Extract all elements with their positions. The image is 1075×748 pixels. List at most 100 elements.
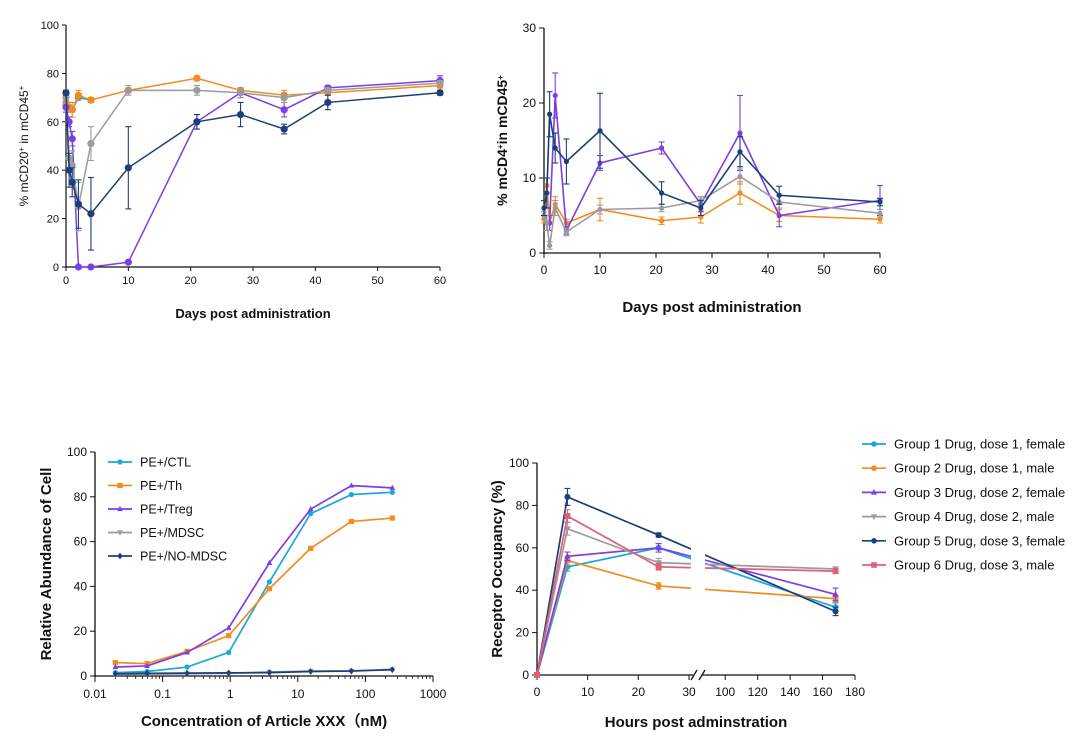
- data-point: [348, 491, 354, 498]
- x-tick-label: 60: [873, 263, 887, 277]
- data-point: [737, 173, 743, 180]
- x-tick-label: 160: [813, 685, 833, 699]
- x-tick-label: 20: [649, 263, 663, 277]
- legend-marker: [117, 459, 123, 465]
- x-tick-label: 60: [434, 275, 446, 287]
- data-point: [737, 190, 743, 196]
- x-tick-label: 10: [581, 685, 595, 699]
- y-tick-label: 100: [509, 456, 529, 470]
- legend-item: PE+/Treg: [108, 503, 193, 517]
- y-tick-label: 80: [74, 490, 88, 504]
- series-line: [536, 495, 836, 676]
- data-point: [193, 74, 201, 82]
- series-2: [112, 482, 396, 670]
- data-point: [68, 106, 76, 114]
- x-tick-label: 50: [817, 263, 831, 277]
- series-line: [536, 527, 836, 676]
- data-point: [348, 518, 354, 525]
- data-point: [659, 218, 665, 224]
- series-4: [62, 89, 444, 251]
- data-point: [659, 190, 665, 196]
- series-0: [541, 177, 883, 232]
- data-point: [655, 544, 662, 551]
- data-point: [266, 559, 273, 565]
- y-axis-label-part: % mCD4: [494, 149, 510, 206]
- axis-break-mark: [698, 669, 706, 681]
- y-tick-label: 100: [41, 20, 59, 32]
- x-tick-label: 10: [122, 275, 134, 287]
- data-point: [62, 89, 70, 97]
- x-tick-label: 1: [227, 687, 234, 701]
- data-point: [832, 590, 839, 597]
- x-axis-label: Days post administration: [622, 299, 801, 316]
- y-tick-label: 80: [516, 498, 530, 512]
- legend-label: Group 2 Drug, dose 1, male: [894, 461, 1054, 476]
- x-axis-label: Days post administration: [175, 306, 330, 321]
- y-axis-label: % mCD20+ in mCD45+: [17, 85, 32, 206]
- series-3: [533, 521, 839, 679]
- data-point: [547, 111, 553, 117]
- legend-marker: [870, 514, 878, 520]
- legend-item: PE+/MDSC: [108, 526, 204, 540]
- y-tick-label: 30: [523, 21, 537, 35]
- x-tick-label: 0: [534, 685, 541, 699]
- x-tick-label: 140: [780, 685, 800, 699]
- data-point: [193, 86, 201, 94]
- data-point: [68, 178, 76, 186]
- legend-item: Group 3 Drug, dose 2, female: [862, 485, 1065, 500]
- x-tick-label: 20: [185, 275, 197, 287]
- data-point: [65, 166, 73, 174]
- chart-occupancy: 0 20 40 60 80 100 0 10 20 30 100 120 140 160 180 Hours …: [489, 437, 1065, 732]
- data-point: [184, 649, 190, 655]
- y-tick-label: 0: [80, 669, 87, 683]
- data-point: [544, 190, 550, 196]
- series-line: [65, 92, 441, 215]
- y-tick-label: 20: [47, 214, 59, 226]
- legend-marker: [871, 441, 877, 447]
- series-line: [536, 559, 836, 676]
- data-point: [226, 669, 232, 677]
- y-axis-label: Relative Abundance of Cell: [38, 468, 55, 661]
- data-point: [324, 98, 332, 107]
- x-tick-label: 180: [845, 685, 865, 699]
- data-point: [389, 484, 396, 490]
- y-tick-label: 80: [47, 68, 59, 80]
- data-point: [655, 582, 662, 589]
- data-point: [112, 659, 118, 666]
- data-point: [144, 662, 150, 668]
- data-point: [659, 205, 665, 211]
- legend-marker: [117, 552, 123, 560]
- legend-marker: [117, 530, 123, 536]
- data-point: [226, 633, 232, 639]
- data-point: [552, 145, 558, 151]
- data-point: [389, 666, 395, 674]
- series-line: [115, 517, 393, 665]
- x-tick-label: 30: [247, 275, 259, 287]
- y-tick-label: 60: [47, 117, 59, 129]
- series-line: [115, 668, 393, 675]
- x-tick-label: 0.01: [83, 687, 107, 701]
- series-line: [65, 79, 441, 268]
- data-point: [307, 506, 314, 512]
- y-tick-label: 20: [516, 626, 530, 640]
- y-tick-label: 10: [523, 171, 537, 185]
- x-tick-label: 30: [682, 685, 696, 699]
- series-3: [62, 79, 444, 232]
- data-point: [832, 568, 839, 575]
- y-axis-label-part: % mCD20: [17, 151, 31, 206]
- data-point: [737, 130, 743, 136]
- y-tick-label: 0: [522, 668, 529, 682]
- data-point: [266, 586, 272, 592]
- legend-label: PE+/MDSC: [140, 526, 204, 540]
- y-tick-label: 60: [516, 541, 530, 555]
- x-tick-label: 50: [372, 275, 384, 287]
- legend-item: PE+/CTL: [108, 456, 191, 470]
- legend-label: Group 3 Drug, dose 2, female: [894, 485, 1065, 500]
- y-tick-label: 0: [53, 262, 59, 274]
- data-point: [564, 552, 571, 559]
- data-point: [832, 608, 839, 615]
- x-tick-label: 10: [291, 687, 305, 701]
- data-point: [184, 664, 190, 670]
- data-point: [236, 89, 245, 97]
